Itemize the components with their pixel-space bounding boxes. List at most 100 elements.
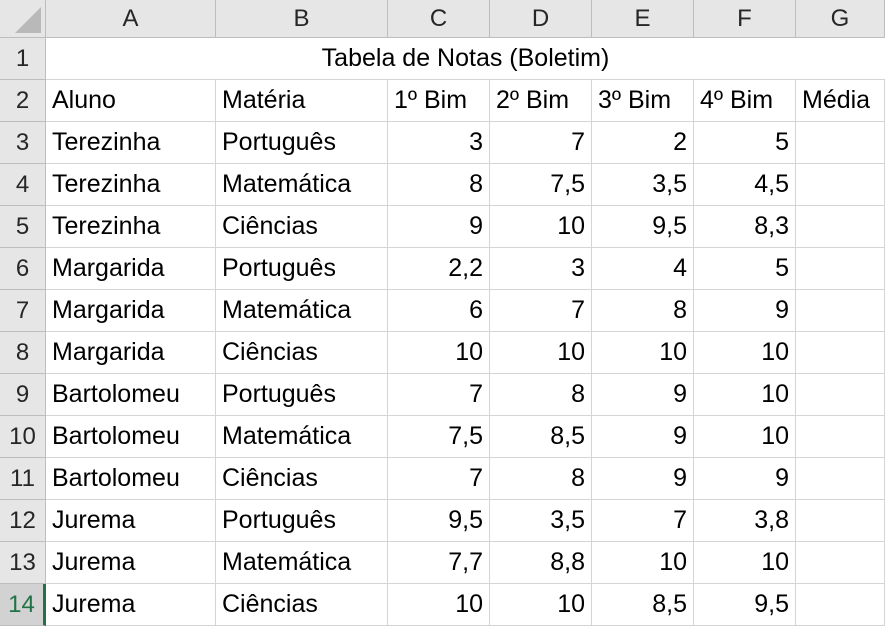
header-cell-c[interactable]: 1º Bim [388, 80, 490, 122]
cell-g10[interactable] [796, 416, 885, 458]
cell-e13[interactable]: 10 [592, 542, 694, 584]
row-header-10[interactable]: 10 [0, 416, 46, 458]
row-header-11[interactable]: 11 [0, 458, 46, 500]
cell-b6[interactable]: Português [216, 248, 388, 290]
cell-a12[interactable]: Jurema [46, 500, 216, 542]
cell-a14[interactable]: Jurema [46, 584, 216, 626]
cell-c12[interactable]: 9,5 [388, 500, 490, 542]
column-header-g[interactable]: G [796, 0, 885, 38]
cell-f10[interactable]: 10 [694, 416, 796, 458]
cell-g7[interactable] [796, 290, 885, 332]
cell-f3[interactable]: 5 [694, 122, 796, 164]
cell-f11[interactable]: 9 [694, 458, 796, 500]
cell-d12[interactable]: 3,5 [490, 500, 592, 542]
cell-b13[interactable]: Matemática [216, 542, 388, 584]
row-header-1[interactable]: 1 [0, 38, 46, 80]
header-cell-f[interactable]: 4º Bim [694, 80, 796, 122]
column-header-e[interactable]: E [592, 0, 694, 38]
cell-f13[interactable]: 10 [694, 542, 796, 584]
cell-b4[interactable]: Matemática [216, 164, 388, 206]
cell-c9[interactable]: 7 [388, 374, 490, 416]
header-cell-b[interactable]: Matéria [216, 80, 388, 122]
cell-c13[interactable]: 7,7 [388, 542, 490, 584]
cell-e11[interactable]: 9 [592, 458, 694, 500]
cell-g12[interactable] [796, 500, 885, 542]
cell-e7[interactable]: 8 [592, 290, 694, 332]
row-header-2[interactable]: 2 [0, 80, 46, 122]
cell-b5[interactable]: Ciências [216, 206, 388, 248]
cell-d11[interactable]: 8 [490, 458, 592, 500]
cell-a9[interactable]: Bartolomeu [46, 374, 216, 416]
cell-c8[interactable]: 10 [388, 332, 490, 374]
cell-e10[interactable]: 9 [592, 416, 694, 458]
cell-f9[interactable]: 10 [694, 374, 796, 416]
row-header-14[interactable]: 14 [0, 584, 46, 626]
cell-e9[interactable]: 9 [592, 374, 694, 416]
cell-b3[interactable]: Português [216, 122, 388, 164]
cell-a4[interactable]: Terezinha [46, 164, 216, 206]
cell-g8[interactable] [796, 332, 885, 374]
cell-e3[interactable]: 2 [592, 122, 694, 164]
row-header-3[interactable]: 3 [0, 122, 46, 164]
cell-f8[interactable]: 10 [694, 332, 796, 374]
cell-b9[interactable]: Português [216, 374, 388, 416]
cell-f12[interactable]: 3,8 [694, 500, 796, 542]
cell-b12[interactable]: Português [216, 500, 388, 542]
cell-e4[interactable]: 3,5 [592, 164, 694, 206]
cell-d7[interactable]: 7 [490, 290, 592, 332]
cell-d10[interactable]: 8,5 [490, 416, 592, 458]
cell-d3[interactable]: 7 [490, 122, 592, 164]
cell-b7[interactable]: Matemática [216, 290, 388, 332]
column-header-a[interactable]: A [46, 0, 216, 38]
table-title[interactable]: Tabela de Notas (Boletim) [46, 38, 885, 80]
cell-g9[interactable] [796, 374, 885, 416]
row-header-5[interactable]: 5 [0, 206, 46, 248]
column-header-b[interactable]: B [216, 0, 388, 38]
header-cell-a[interactable]: Aluno [46, 80, 216, 122]
header-cell-e[interactable]: 3º Bim [592, 80, 694, 122]
cell-d8[interactable]: 10 [490, 332, 592, 374]
row-header-8[interactable]: 8 [0, 332, 46, 374]
select-all-corner[interactable] [0, 0, 46, 38]
cell-b14[interactable]: Ciências [216, 584, 388, 626]
cell-c14[interactable]: 10 [388, 584, 490, 626]
cell-c5[interactable]: 9 [388, 206, 490, 248]
cell-g5[interactable] [796, 206, 885, 248]
cell-a6[interactable]: Margarida [46, 248, 216, 290]
cell-g13[interactable] [796, 542, 885, 584]
cell-d13[interactable]: 8,8 [490, 542, 592, 584]
row-header-12[interactable]: 12 [0, 500, 46, 542]
cell-c3[interactable]: 3 [388, 122, 490, 164]
cell-d5[interactable]: 10 [490, 206, 592, 248]
cell-c11[interactable]: 7 [388, 458, 490, 500]
cell-b11[interactable]: Ciências [216, 458, 388, 500]
cell-c7[interactable]: 6 [388, 290, 490, 332]
cell-a3[interactable]: Terezinha [46, 122, 216, 164]
column-header-f[interactable]: F [694, 0, 796, 38]
cell-g14[interactable] [796, 584, 885, 626]
column-header-c[interactable]: C [388, 0, 490, 38]
cell-a7[interactable]: Margarida [46, 290, 216, 332]
cell-g11[interactable] [796, 458, 885, 500]
cell-g4[interactable] [796, 164, 885, 206]
cell-f7[interactable]: 9 [694, 290, 796, 332]
cell-d6[interactable]: 3 [490, 248, 592, 290]
row-header-7[interactable]: 7 [0, 290, 46, 332]
cell-f6[interactable]: 5 [694, 248, 796, 290]
header-cell-d[interactable]: 2º Bim [490, 80, 592, 122]
cell-a13[interactable]: Jurema [46, 542, 216, 584]
cell-c10[interactable]: 7,5 [388, 416, 490, 458]
row-header-6[interactable]: 6 [0, 248, 46, 290]
header-cell-g[interactable]: Média [796, 80, 885, 122]
cell-e8[interactable]: 10 [592, 332, 694, 374]
cell-g3[interactable] [796, 122, 885, 164]
cell-a10[interactable]: Bartolomeu [46, 416, 216, 458]
cell-d14[interactable]: 10 [490, 584, 592, 626]
cell-f14[interactable]: 9,5 [694, 584, 796, 626]
cell-e5[interactable]: 9,5 [592, 206, 694, 248]
cell-f4[interactable]: 4,5 [694, 164, 796, 206]
row-header-9[interactable]: 9 [0, 374, 46, 416]
cell-d9[interactable]: 8 [490, 374, 592, 416]
row-header-13[interactable]: 13 [0, 542, 46, 584]
row-header-4[interactable]: 4 [0, 164, 46, 206]
